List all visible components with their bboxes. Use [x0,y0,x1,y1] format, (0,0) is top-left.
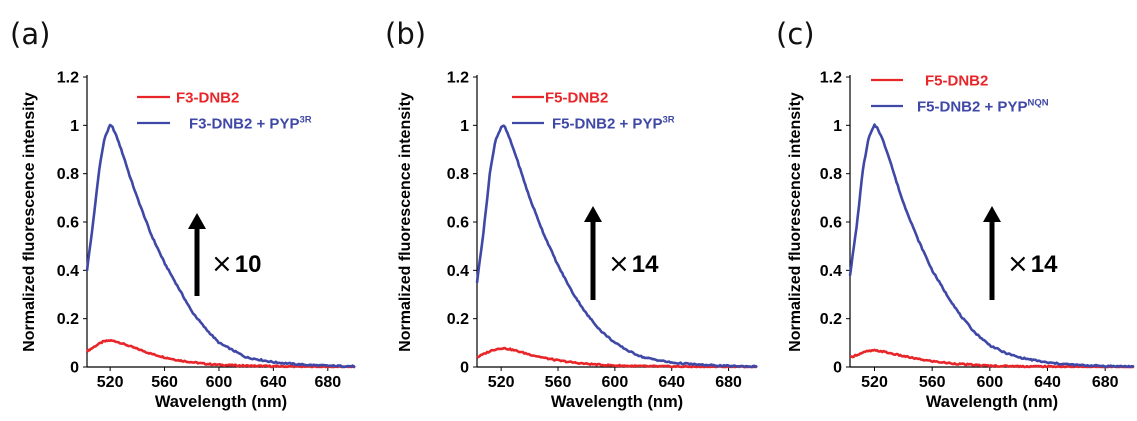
legend-entry-label: F3-DNB2 + PYP3R [189,115,312,133]
y-tick-label: 0.8 [820,166,842,183]
x-tick-label: 560 [545,374,572,391]
x-tick-label: 560 [919,374,946,391]
factor-value: 14 [1031,251,1058,278]
enhancement-factor-label: ×14 [608,249,659,279]
y-tick-label: 0.2 [447,311,469,328]
series-line-blue [85,123,356,369]
series-line-blue [848,123,1135,369]
multiply-symbol: × [211,249,233,279]
y-tick-label: 1.2 [820,70,842,87]
y-tick-label: 0 [70,360,79,377]
y-tick-label: 0.6 [57,215,79,232]
y-tick-label: 0.4 [57,263,79,280]
series-line-red [476,346,758,369]
x-tick-label: 600 [976,374,1003,391]
x-tick-label: 640 [1034,374,1061,391]
legend-entry-label: F5-DNB2 [925,73,988,90]
x-tick-label: 640 [658,374,685,391]
legend-entry-superscript: 3R [299,115,311,126]
chart-panel-b: (b) Normalized fluorescence intensity 0 0.2… [385,17,758,411]
y-tick-label: 0 [833,360,842,377]
arrow-up-icon [188,213,206,296]
x-tick-label: 600 [602,374,629,391]
x-tick-label: 520 [488,374,515,391]
multiply-symbol: × [1007,249,1029,279]
y-axis-title: Normalized fluorescence intensity [397,92,414,352]
y-axis-title: Normalized fluorescence intensity [787,92,804,352]
y-tick-label: 1.2 [57,70,79,87]
panel-label: (a) [10,17,50,51]
y-axis-title: Normalized fluorescence intensity [21,92,38,352]
panel-label: (b) [385,17,426,51]
legend-entry-name: F5-DNB2 [925,73,988,90]
series-line-blue [475,124,758,369]
legend-entry-name: F5-DNB2 [545,90,608,107]
enhancement-factor-label: ×10 [211,249,262,279]
y-tick-label: 1 [460,118,469,135]
chart-panel-a: (a) Normalized fluorescence intensity 0 0.2… [10,17,356,411]
factor-value: 14 [632,251,659,278]
y-tick-label: 0.4 [820,263,842,280]
factor-value: 10 [235,251,262,278]
legend-entry-name: F5-DNB2 + PYP [552,116,662,133]
y-tick-label: 1.2 [447,70,469,87]
y-tick-label: 0.4 [447,263,469,280]
legend-entry-label: F5-DNB2 + PYPNQN [917,98,1049,116]
x-axis-title: Wavelength (nm) [551,393,683,411]
x-axis-title: Wavelength (nm) [155,393,287,411]
x-axis-title: Wavelength (nm) [926,393,1058,411]
legend-entry-superscript: NQN [1027,98,1048,109]
legend-entry-name: F3-DNB2 [176,90,239,107]
legend-entry-superscript: 3R [662,115,674,126]
x-tick-label: 560 [151,374,178,391]
x-tick-label: 680 [314,374,341,391]
legend-entry-label: F3-DNB2 [176,90,239,107]
y-tick-label: 0.2 [820,311,842,328]
y-tick-label: 1 [70,118,79,135]
x-tick-label: 520 [861,374,888,391]
x-tick-label: 640 [260,374,287,391]
y-tick-label: 0.8 [447,166,469,183]
y-tick-label: 0.8 [57,166,79,183]
panel-label: (c) [776,17,815,51]
chart-panel-c: (c) Normalized fluorescence intensity 0 0.2… [776,17,1135,411]
y-tick-label: 1 [833,118,842,135]
x-tick-label: 680 [715,374,742,391]
y-tick-label: 0.2 [57,311,79,328]
y-tick-label: 0.6 [820,215,842,232]
legend-entry-label: F5-DNB2 + PYP3R [552,115,675,133]
enhancement-factor-label: ×14 [1007,249,1058,279]
legend-entry-label: F5-DNB2 [545,90,608,107]
arrow-up-icon [983,206,1001,300]
y-tick-label: 0.6 [447,215,469,232]
legend-entry-name: F5-DNB2 + PYP [917,99,1027,116]
x-tick-label: 680 [1092,374,1119,391]
x-tick-label: 520 [97,374,124,391]
arrow-up-icon [584,206,602,300]
y-tick-label: 0 [460,360,469,377]
legend-entry-name: F3-DNB2 + PYP [189,116,299,133]
x-tick-label: 600 [206,374,233,391]
series-line-red [85,338,356,369]
multiply-symbol: × [608,249,630,279]
